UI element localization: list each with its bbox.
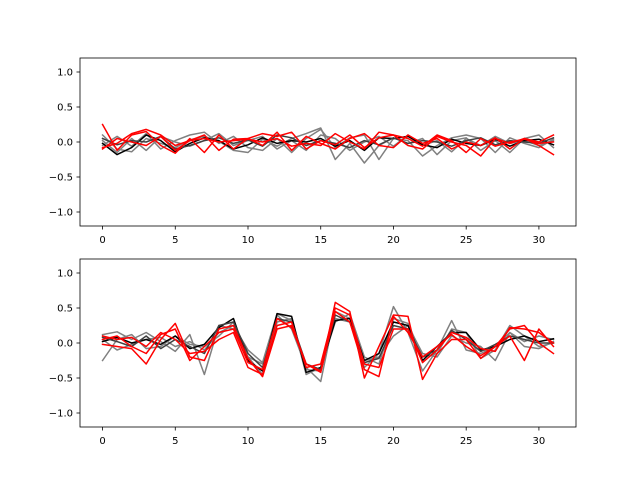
y-tick-label-bottom: 0.0: [57, 339, 73, 350]
series-group-top: [101, 123, 555, 164]
y-tick-label-bottom: −1.0: [49, 409, 73, 420]
x-tick-label-bottom: 10: [242, 436, 255, 447]
subplot-top: 0 5 10 15 20 25 30 −1.0 −0.5 0.0 0.5 1.0: [49, 57, 577, 246]
y-tick-label-top: 0.5: [57, 103, 73, 114]
x-tick-label-top: 10: [242, 235, 255, 246]
x-tick-label-top: 5: [172, 235, 178, 246]
x-tick-label-top: 25: [460, 235, 473, 246]
series-line-bottom-8: [101, 307, 555, 376]
x-tick-label-bottom: 20: [387, 436, 400, 447]
y-tick-label-top: 0.0: [57, 138, 73, 149]
series-line-top-6: [101, 123, 555, 154]
x-tick-label-bottom: 5: [172, 436, 178, 447]
y-tick-label-bottom: 1.0: [57, 269, 73, 280]
x-tick-label-bottom: 25: [460, 436, 473, 447]
y-tick-label-top: −0.5: [49, 173, 73, 184]
series-line-top-7: [101, 131, 555, 157]
x-tick-label-top: 15: [314, 235, 327, 246]
y-tick-label-top: −1.0: [49, 208, 73, 219]
series-line-bottom-7: [101, 310, 555, 378]
x-tick-label-top: 30: [533, 235, 546, 246]
series-line-top-1: [101, 127, 555, 164]
x-tick-label-top: 20: [387, 235, 400, 246]
x-tick-label-bottom: 15: [314, 436, 327, 447]
x-tick-label-top: 0: [99, 235, 105, 246]
x-tick-label-bottom: 30: [533, 436, 546, 447]
subplot-bottom: 0 5 10 15 20 25 30 −1.0 −0.5 0.0 0.5 1.0: [49, 258, 577, 447]
y-tick-label-bottom: 0.5: [57, 304, 73, 315]
x-tick-label-bottom: 0: [99, 436, 105, 447]
y-tick-label-bottom: −0.5: [49, 374, 73, 385]
series-line-top-8: [101, 128, 555, 154]
series-group-bottom: [101, 301, 555, 383]
y-tick-label-top: 1.0: [57, 68, 73, 79]
